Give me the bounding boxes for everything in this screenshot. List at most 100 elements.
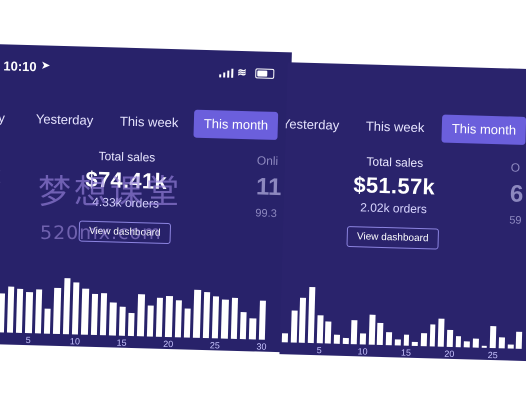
online-card-partial: Onli 11 99.3	[255, 153, 282, 220]
chart-bar	[446, 329, 453, 347]
chart-bar	[420, 333, 427, 347]
tab-yesterday[interactable]: Yesterday	[35, 111, 94, 128]
chart-bar	[230, 298, 238, 339]
tab-this-week[interactable]: This week	[119, 113, 179, 131]
chart-bar	[109, 302, 117, 336]
chart-bar	[498, 337, 505, 349]
chart-bar	[463, 340, 471, 348]
x-tick-label: 20	[163, 338, 174, 350]
chart-bar	[472, 338, 479, 348]
chart-bar	[489, 326, 497, 349]
status-bar: 10:10 ➤ ≋	[0, 58, 291, 86]
chart-bar	[211, 295, 220, 339]
chart-bar	[481, 345, 488, 348]
chart-bar	[316, 315, 324, 344]
watermark-text: 梦想课堂	[38, 172, 182, 211]
x-tick-label: 15	[116, 337, 127, 348]
tab-this-month[interactable]: This month	[441, 114, 526, 145]
chart-bar	[507, 344, 514, 349]
online-value: 11	[255, 173, 282, 202]
total-sales-label: Total sales	[98, 149, 156, 165]
chart-bar	[99, 292, 108, 336]
chart-bar	[249, 318, 257, 340]
chart-bar	[437, 318, 445, 347]
x-tick-label: 20	[444, 348, 455, 360]
wifi-icon: ≋	[237, 66, 247, 80]
period-tabs: Yesterday This week This month	[282, 110, 526, 145]
chart-bar	[15, 288, 24, 333]
chart-bar	[81, 288, 89, 335]
chart-bar	[455, 336, 462, 348]
chart-bar	[342, 337, 349, 345]
chart-bar	[351, 320, 358, 345]
tab-this-week[interactable]: This week	[365, 118, 425, 136]
chart-bar	[333, 335, 340, 344]
chart-bar	[202, 291, 211, 339]
chart-bar	[155, 298, 164, 337]
chart-bar	[0, 293, 5, 333]
chart-bar	[307, 286, 316, 344]
x-tick-label: 10	[357, 346, 368, 357]
x-tick-label: 25	[209, 340, 220, 351]
partial-stat-value: k	[0, 162, 1, 188]
x-tick-label: 10	[69, 336, 81, 347]
chart-bar	[174, 300, 182, 338]
online-card-partial: O 6 59	[509, 161, 524, 227]
chart-bar	[34, 288, 43, 334]
chart-bar	[53, 287, 61, 335]
online-sub: 99.3	[255, 207, 277, 221]
chart-bar	[62, 278, 71, 335]
chart-bar	[368, 314, 376, 345]
chart-bar	[90, 294, 99, 336]
chart-bar	[385, 332, 393, 346]
location-arrow-icon: ➤	[41, 60, 50, 72]
tab-yesterday[interactable]: Yesterday	[281, 116, 340, 133]
chart-bar	[281, 333, 288, 343]
total-sales-card: Total sales $51.57k 2.02k orders View da…	[332, 154, 455, 250]
chart-bar	[411, 341, 418, 347]
chart-bar	[25, 292, 33, 334]
chart-bar	[359, 333, 367, 345]
view-dashboard-button[interactable]: View dashboard	[346, 225, 439, 250]
tab-this-month[interactable]: This month	[193, 109, 279, 141]
online-label: O	[510, 160, 521, 175]
cellular-signal-icon	[219, 67, 234, 78]
online-sub: 59	[509, 214, 522, 227]
screenshots-composite: 10:10 ➤ ≋ day Yesterday This week This m…	[0, 44, 526, 389]
x-tick-label: 30	[256, 341, 267, 352]
chart-bar	[183, 308, 192, 338]
chart-bar	[377, 323, 384, 346]
chart-bar	[258, 300, 266, 340]
chart-bar	[193, 289, 201, 338]
online-value: 6	[509, 180, 524, 208]
chart-bar	[325, 321, 332, 344]
online-label: Onli	[256, 153, 279, 169]
chart-bar	[6, 286, 15, 333]
chart-bar	[43, 308, 51, 334]
chart-bar	[290, 310, 298, 343]
chart-bar	[239, 312, 247, 340]
chart-bar	[403, 334, 410, 346]
status-time: 10:10	[3, 58, 37, 75]
sales-bar-chart	[0, 276, 285, 340]
chart-bar	[137, 293, 145, 337]
total-sales-value: $51.57k	[353, 172, 436, 200]
right-phone-screen: Yesterday This week This month Total sal…	[279, 62, 526, 362]
x-tick-label: 5	[316, 345, 322, 356]
tab-today[interactable]: day	[0, 109, 6, 126]
chart-bar	[165, 296, 173, 338]
chart-bar	[516, 331, 523, 349]
x-tick-label: 5	[25, 335, 31, 346]
chart-bar	[118, 306, 126, 336]
sales-bar-chart	[280, 286, 526, 349]
chart-bar	[127, 312, 135, 337]
total-sales-label: Total sales	[366, 154, 424, 171]
watermark-url: 520mx.com	[40, 222, 162, 244]
x-tick-label: 25	[487, 349, 498, 361]
chart-bar	[299, 297, 307, 343]
chart-bar	[146, 305, 154, 337]
chart-bar	[394, 338, 401, 346]
chart-bar	[429, 324, 436, 347]
total-orders: 2.02k orders	[360, 200, 428, 217]
battery-icon	[255, 68, 275, 79]
